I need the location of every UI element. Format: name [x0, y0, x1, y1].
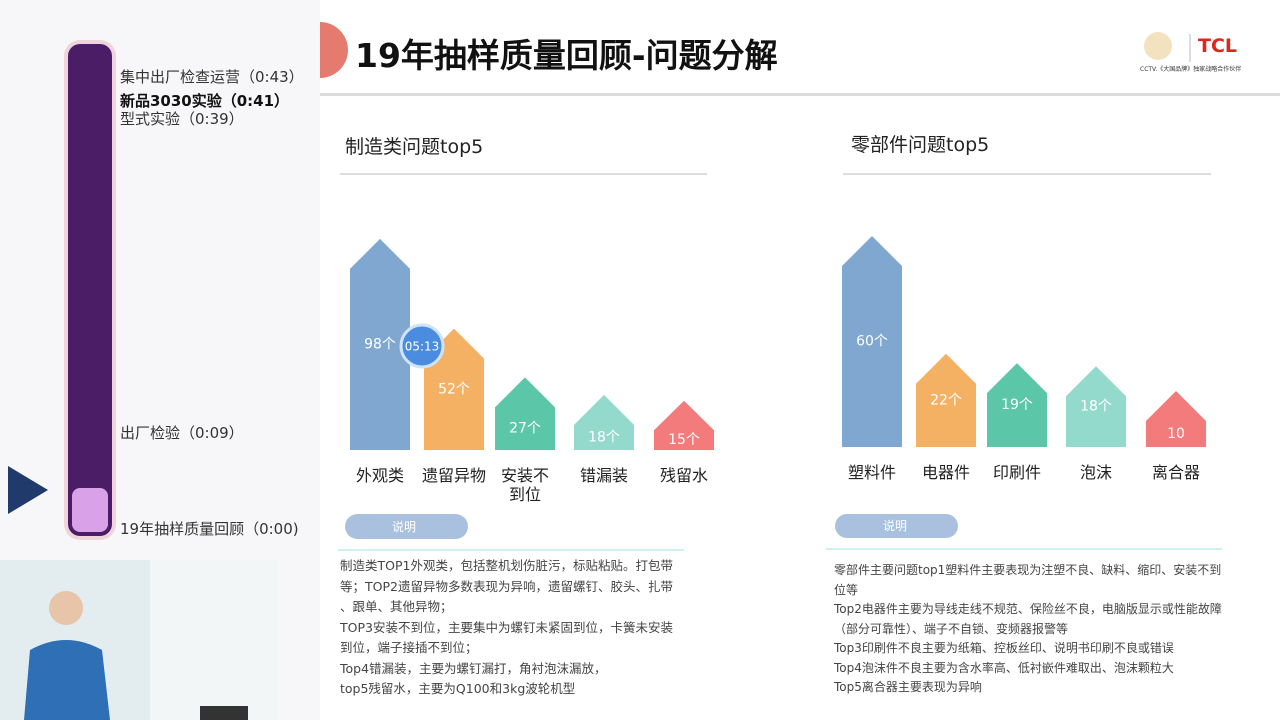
value-label: 18个 [1080, 399, 1112, 415]
time-bubble[interactable] [399, 323, 445, 369]
chapter-label[interactable]: 集中出厂检查运营（0:43） [120, 68, 304, 86]
timeline-thumb [72, 488, 108, 532]
value-label: 10 [1167, 426, 1185, 442]
logo-emblem [1144, 32, 1172, 60]
value-label: 98个 [364, 336, 396, 352]
chart-title: 制造类问题top5 [345, 136, 484, 158]
note-line: Top2电器件主要为导线走线不规范、保险丝不良，电脑版显示或性能故障 [834, 602, 1222, 616]
note-line: 位等 [834, 582, 859, 597]
value-label: 22个 [930, 392, 962, 408]
chapter-label[interactable]: 出厂检验（0:09） [120, 424, 244, 442]
notes-button[interactable] [345, 514, 468, 539]
notes-button[interactable] [835, 514, 958, 538]
bar [574, 394, 634, 450]
bar [916, 353, 976, 447]
value-label: 60个 [856, 334, 888, 350]
value-label: 52个 [438, 381, 470, 397]
current-marker[interactable] [8, 466, 48, 514]
category-label: 电器件 [921, 463, 970, 482]
notes-button-label[interactable]: 说明 [392, 520, 417, 534]
bar [1066, 366, 1126, 447]
title-accent [320, 22, 348, 78]
chapter-label[interactable]: 新品3030实验（0:41） [120, 92, 290, 110]
note-line: Top5离合器主要表现为异响 [834, 680, 982, 694]
chart-title: 零部件问题top5 [851, 134, 990, 156]
value-label: 27个 [509, 421, 541, 437]
note-line: （部分可靠性）、端子不自锁、变频器报警等 [834, 621, 1069, 636]
value-label: 15个 [668, 432, 700, 448]
note-line: 等；TOP2遗留异物多数表现为异响，遗留螺钉、胶头、扎带 [340, 578, 673, 594]
category-label: 错漏装 [579, 466, 628, 485]
value-label: 18个 [588, 429, 620, 445]
speaker-body [24, 640, 110, 720]
bar [842, 236, 902, 447]
chapter-label[interactable]: 19年抽样质量回顾（0:00) [120, 520, 299, 538]
time-bubble-label: 05:13 [405, 340, 440, 354]
speaker-head [49, 591, 83, 625]
bar [1146, 391, 1206, 447]
note-line: Top4错漏装，主要为螺钉漏打，角衬泡沫漏放， [340, 660, 607, 676]
category-label: 塑料件 [847, 463, 896, 482]
chapter-label[interactable]: 型式实验（0:39） [120, 110, 244, 128]
note-line: 零部件主要问题top1塑料件主要表现为注塑不良、缺料、缩印、安装不到 [834, 563, 1222, 577]
logo-caption: CCTV.《大国品牌》独家战略合作伙伴 [1140, 66, 1242, 73]
category-label: 残留水 [659, 466, 708, 485]
video-wall [150, 560, 278, 720]
note-line: 制造类TOP1外观类，包括整机划伤脏污，标贴粘贴。打包带 [340, 558, 673, 573]
logo-brand: TCL [1198, 35, 1238, 57]
note-line: TOP3安装不到位，主要集中为螺钉未紧固到位，卡簧未安装 [340, 619, 673, 635]
note-line: Top3印刷件不良主要为纸箱、控板丝印、说明书印刷不良或错误 [834, 641, 1174, 655]
timeline-bar [68, 44, 112, 536]
bar [350, 238, 410, 450]
bar [495, 377, 555, 450]
title-rule [320, 93, 1280, 96]
slide-title: 19年抽样质量回顾-问题分解 [355, 36, 778, 75]
notes-button-label[interactable]: 说明 [883, 519, 908, 533]
category-label: 安装不到位 [500, 466, 549, 505]
bar [987, 363, 1047, 447]
category-label: 遗留异物 [421, 466, 486, 485]
category-label: 外观类 [355, 466, 404, 485]
laptop [200, 706, 248, 720]
category-label: 印刷件 [992, 463, 1041, 482]
note-line: Top4泡沫件不良主要为含水率高、低衬嵌件难取出、泡沫颗粒大 [834, 660, 1174, 675]
note-line: top5残留水，主要为Q100和3kg波轮机型 [340, 681, 576, 696]
category-label: 泡沫 [1079, 463, 1112, 482]
category-label: 离合器 [1151, 463, 1200, 482]
value-label: 19个 [1001, 397, 1033, 413]
bar [654, 400, 714, 450]
note-line: 到位，端子接插不到位； [340, 640, 478, 655]
note-line: 、跟单、其他异物； [340, 599, 453, 614]
